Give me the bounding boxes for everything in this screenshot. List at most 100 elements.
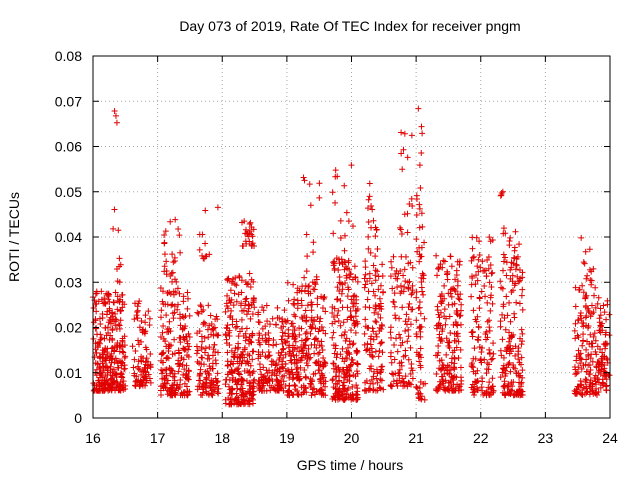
data-point <box>402 318 409 325</box>
data-point <box>478 384 485 391</box>
data-point <box>366 193 373 200</box>
data-point <box>200 380 207 387</box>
data-point <box>399 375 406 382</box>
data-point <box>474 263 481 270</box>
data-point <box>313 276 320 283</box>
data-point <box>196 231 203 238</box>
data-point <box>378 306 385 313</box>
data-point <box>302 307 309 314</box>
data-point <box>239 325 246 332</box>
data-point <box>157 285 164 292</box>
data-point <box>133 312 140 319</box>
data-point <box>168 365 175 372</box>
data-point <box>511 254 518 261</box>
data-point <box>132 382 139 389</box>
data-point <box>599 359 606 366</box>
data-point <box>402 328 409 335</box>
data-point <box>194 309 201 316</box>
data-point <box>301 287 308 294</box>
data-point <box>341 385 348 392</box>
x-tick-label: 16 <box>85 430 101 446</box>
data-point <box>345 286 352 293</box>
data-point <box>362 258 369 265</box>
data-point <box>399 304 406 311</box>
data-point <box>308 301 315 308</box>
data-point <box>476 305 483 312</box>
data-point <box>349 223 356 230</box>
data-point <box>205 391 212 398</box>
data-point <box>415 390 422 397</box>
data-point <box>242 298 249 305</box>
data-point <box>234 399 241 406</box>
data-point <box>476 238 483 245</box>
data-point <box>367 249 374 256</box>
data-point <box>361 341 368 348</box>
data-point <box>437 298 444 305</box>
data-point <box>248 383 255 390</box>
data-point <box>177 360 184 367</box>
data-point <box>117 317 124 324</box>
data-point <box>139 367 146 374</box>
data-point <box>209 326 216 333</box>
data-point <box>468 257 475 264</box>
data-point <box>175 301 182 308</box>
data-point <box>370 373 377 380</box>
data-point <box>592 304 599 311</box>
data-point <box>434 303 441 310</box>
data-point <box>181 325 188 332</box>
data-point <box>291 301 298 308</box>
data-point <box>293 366 300 373</box>
data-point <box>368 365 375 372</box>
data-point <box>169 386 176 393</box>
data-point <box>488 284 495 291</box>
data-point <box>339 286 346 293</box>
data-point <box>285 326 292 333</box>
data-point <box>468 273 475 280</box>
data-point <box>409 375 416 382</box>
data-point <box>341 331 348 338</box>
data-point <box>604 297 611 304</box>
data-point <box>370 217 377 224</box>
data-point <box>505 338 512 345</box>
data-point <box>458 301 465 308</box>
data-point <box>175 226 182 233</box>
data-point <box>94 360 101 367</box>
data-point <box>418 279 425 286</box>
data-point <box>204 383 211 390</box>
data-point <box>421 396 428 403</box>
data-point <box>197 377 204 384</box>
data-point <box>246 398 253 405</box>
data-point <box>419 130 426 137</box>
data-point <box>331 350 338 357</box>
data-point <box>354 394 361 401</box>
data-point <box>320 378 327 385</box>
data-point <box>474 367 481 374</box>
data-point <box>161 375 168 382</box>
data-point <box>228 368 235 375</box>
data-point <box>322 330 329 337</box>
data-point <box>227 287 234 294</box>
data-point <box>391 290 398 297</box>
data-point <box>372 318 379 325</box>
data-point <box>297 364 304 371</box>
data-point <box>368 280 375 287</box>
data-point <box>115 364 122 371</box>
y-axis-label: ROTI / TECUs <box>6 192 22 282</box>
data-point <box>129 343 136 350</box>
data-point <box>260 364 267 371</box>
data-point <box>371 368 378 375</box>
data-point <box>116 279 123 286</box>
data-point <box>338 290 345 297</box>
data-point <box>519 306 526 313</box>
data-point <box>285 333 292 340</box>
data-point <box>256 361 263 368</box>
data-point <box>248 302 255 309</box>
data-point <box>367 341 374 348</box>
data-point <box>363 378 370 385</box>
data-point <box>273 360 280 367</box>
data-point <box>138 318 145 325</box>
data-point <box>224 276 231 283</box>
x-tick-label: 17 <box>150 430 166 446</box>
data-point <box>258 377 265 384</box>
data-point <box>405 356 412 363</box>
